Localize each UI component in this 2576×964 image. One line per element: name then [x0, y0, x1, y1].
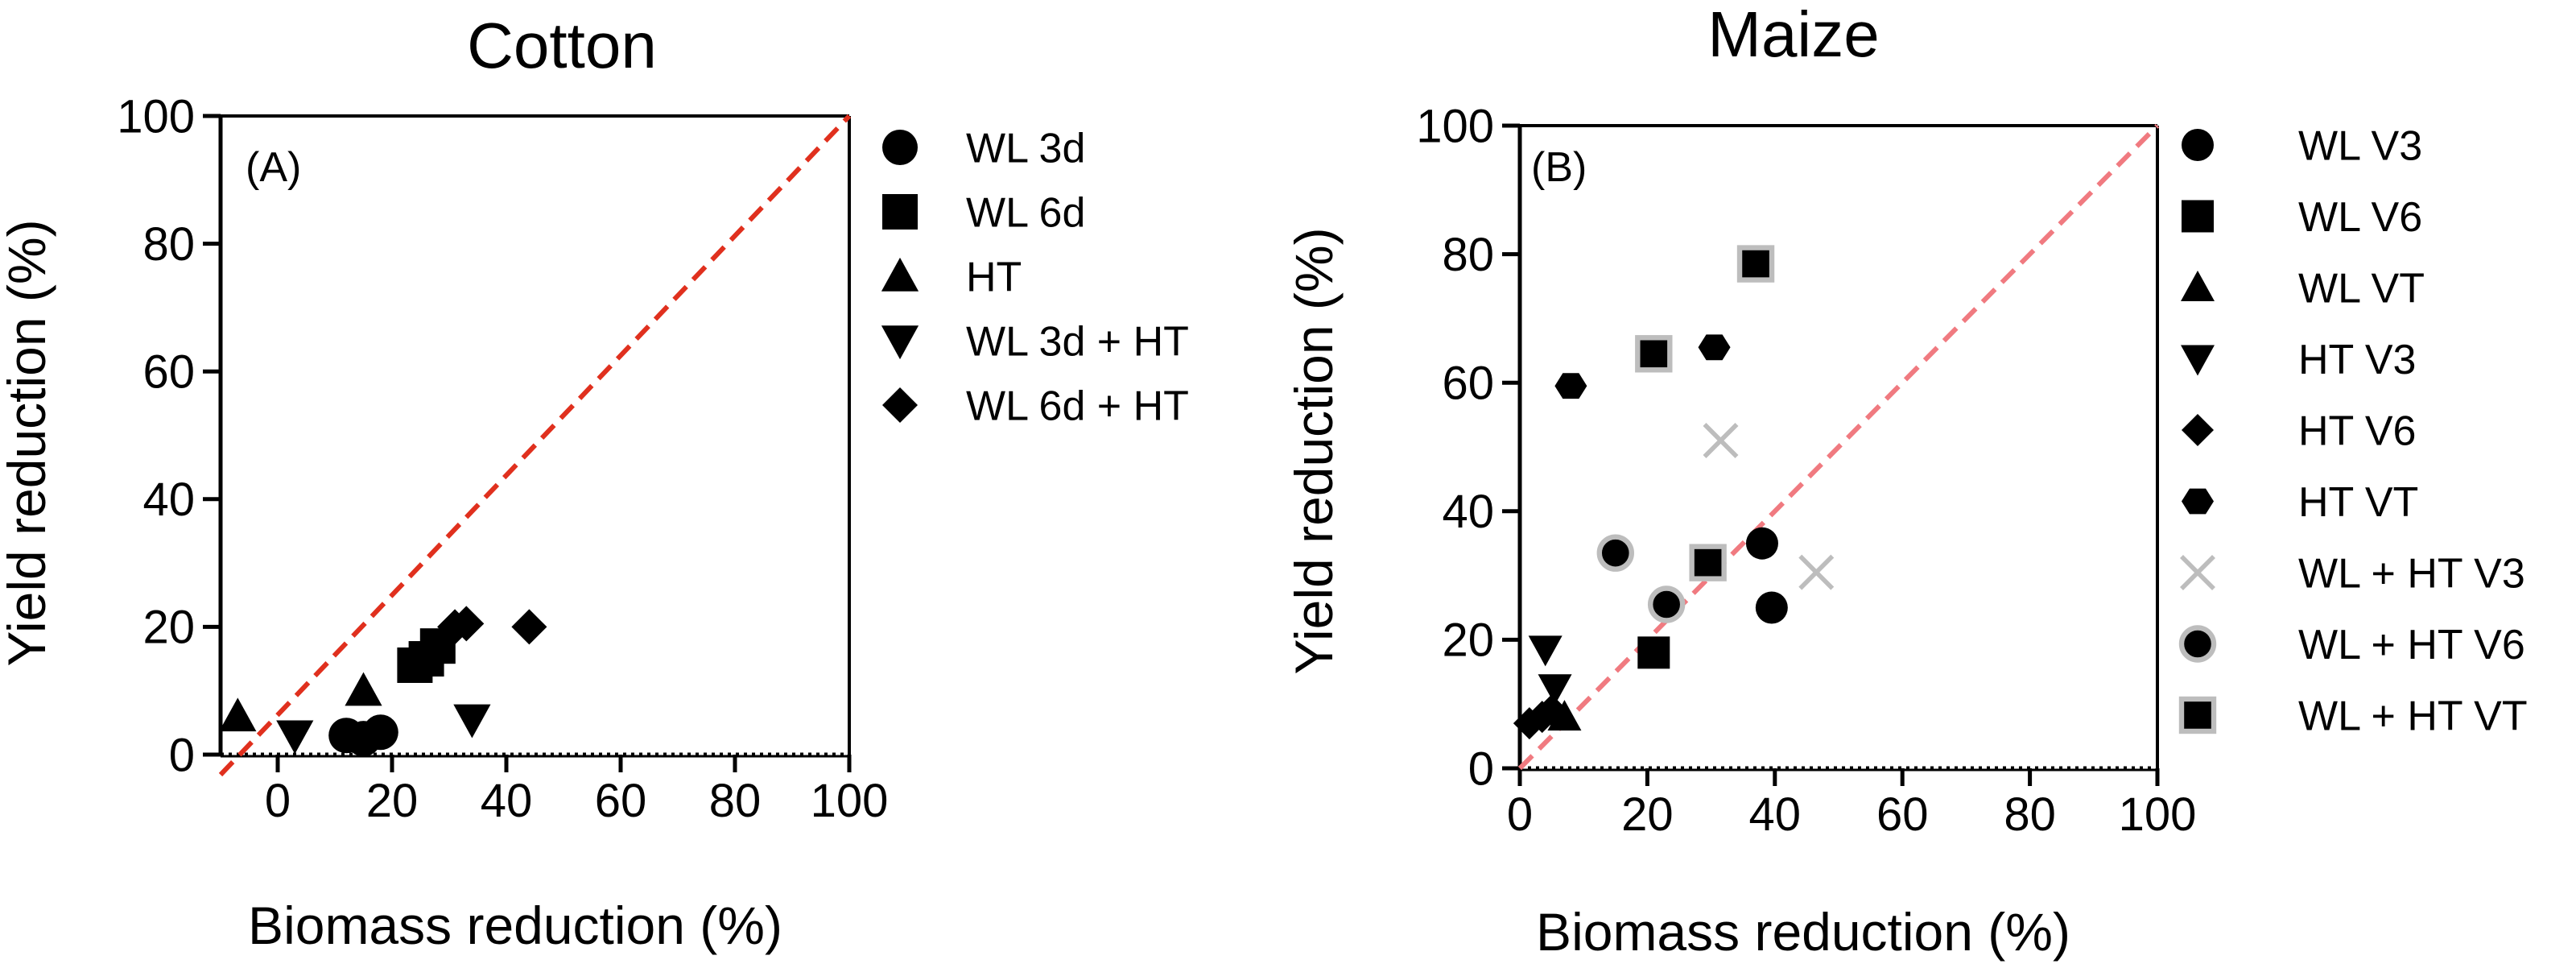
legend-label-cotton-wl-6d-ht: WL 6d + HT	[966, 383, 1189, 430]
legend-label-cotton-wl-6d: WL 6d	[966, 190, 1085, 237]
point-cotton-wl-6d-ht	[511, 609, 547, 645]
point-maize-wl-ht-v3-stroke	[1703, 423, 1739, 458]
legend-label-maize-wl-ht-v6: WL + HT V6	[2298, 622, 2525, 668]
chart-title-maize: Maize	[1707, 0, 1879, 70]
point-maize-ht-v3	[1528, 635, 1563, 667]
x-tick-label-cotton: 20	[366, 775, 419, 827]
legend-marker-cotton-wl-6d	[882, 194, 918, 230]
legend-label-maize-ht-vt: HT VT	[2298, 479, 2418, 526]
point-maize-ht-v6	[1535, 694, 1568, 727]
y-tick-label-cotton: 60	[142, 346, 195, 399]
x-tick-label-maize: 100	[2119, 788, 2197, 841]
y-tick-label-cotton: 0	[169, 729, 195, 781]
point-maize-wl-ht-vt	[1689, 544, 1727, 581]
y-tick-label-maize: 100	[1416, 100, 1494, 152]
point-maize-wl-ht-v6	[1647, 585, 1686, 623]
y-tick-label-cotton: 80	[142, 218, 195, 271]
y-axis-label-maize: Yield reduction (%)	[1284, 227, 1344, 674]
point-cotton-wl-3d	[362, 714, 398, 751]
legend-label-maize-ht-v6: HT V6	[2298, 408, 2416, 455]
x-tick-label-maize: 80	[2004, 788, 2056, 841]
legend-marker-maize-wl-ht-vt	[2178, 696, 2217, 734]
legend-marker-maize-wl-ht-v6	[2178, 625, 2217, 663]
legend-label-cotton-wl-3d-ht: WL 3d + HT	[966, 319, 1189, 366]
y-tick-label-maize: 20	[1442, 614, 1494, 667]
legend-marker-maize-wl-ht-v3-stroke	[2180, 555, 2215, 590]
y-axis-label-cotton: Yield reduction (%)	[0, 219, 56, 666]
legend-marker-cotton-wl-6d-ht	[882, 387, 918, 423]
reference-line-maize	[1517, 123, 2160, 771]
reference-line-cotton	[218, 114, 852, 777]
point-maize-wl-ht-v6	[1596, 534, 1635, 572]
legend-label-maize-wl-vt: WL VT	[2298, 266, 2425, 312]
legend-label-cotton-ht: HT	[966, 254, 1022, 301]
x-axis-label-cotton: Biomass reduction (%)	[248, 896, 782, 955]
chart-title-cotton: Cotton	[467, 10, 657, 81]
y-tick-label-cotton: 100	[117, 90, 195, 143]
y-tick-label-cotton: 40	[142, 474, 195, 526]
point-maize-ht-vt	[1554, 373, 1587, 399]
panel-label-b: (B)	[1531, 144, 1587, 191]
x-tick-label-maize: 20	[1621, 788, 1674, 841]
point-cotton-wl-3d-ht	[276, 720, 314, 755]
x-tick-label-cotton: 60	[595, 775, 647, 827]
point-maize-wl-ht-vt	[1635, 335, 1673, 373]
x-tick-label-maize: 60	[1876, 788, 1929, 841]
point-maize-wl-ht-vt	[1736, 245, 1775, 283]
point-maize-wl-v3	[1755, 591, 1788, 624]
legend-label-maize-wl-ht-v3: WL + HT V3	[2298, 551, 2525, 598]
x-tick-label-cotton: 80	[709, 775, 762, 827]
point-maize-wl-v6	[1637, 636, 1670, 669]
panel-label-a: (A)	[246, 144, 301, 191]
point-maize-wl-vt	[1547, 700, 1582, 731]
y-tick-label-maize: 60	[1442, 358, 1494, 410]
x-tick-label-maize: 40	[1749, 788, 1802, 841]
y-tick-label-maize: 0	[1468, 743, 1494, 795]
legend-marker-maize-ht-v6	[2182, 414, 2214, 446]
x-tick-label-cotton: 0	[265, 775, 291, 827]
y-tick-label-cotton: 20	[142, 602, 195, 654]
point-cotton-wl-3d-ht	[453, 704, 491, 739]
x-tick-label-cotton: 40	[481, 775, 533, 827]
point-cotton-wl-6d-ht	[448, 606, 485, 642]
point-cotton-ht	[345, 672, 382, 706]
point-maize-wl-ht-v3-stroke	[1798, 554, 1835, 590]
point-maize-ht-v3	[1538, 674, 1572, 705]
point-maize-wl-ht-v3	[1798, 554, 1835, 590]
legend-marker-maize-wl-vt	[2181, 271, 2215, 301]
point-maize-ht-vt	[1698, 334, 1731, 361]
legend-label-maize-ht-v3: HT V3	[2298, 337, 2416, 383]
panel-maize: Maize (B) Yield reduction (%) Biomass re…	[1284, 0, 2528, 962]
legend-marker-cotton-wl-3d-ht	[881, 325, 919, 360]
legend-marker-maize-wl-v6	[2182, 200, 2214, 233]
legend-marker-maize-wl-v3	[2182, 129, 2214, 161]
x-tick-label-cotton: 100	[811, 775, 889, 827]
legend-marker-cotton-wl-3d	[882, 130, 918, 165]
legend-label-maize-wl-v6: WL V6	[2298, 194, 2422, 241]
point-maize-wl-ht-v3	[1703, 423, 1739, 458]
legend-marker-cotton-ht	[881, 257, 919, 292]
x-axis-label-maize: Biomass reduction (%)	[1536, 902, 2070, 962]
x-tick-label-maize: 0	[1507, 788, 1533, 841]
legend-label-maize-wl-v3: WL V3	[2298, 123, 2422, 170]
legend-marker-maize-ht-v3	[2181, 345, 2215, 376]
y-tick-label-maize: 40	[1442, 486, 1494, 538]
legend-label-cotton-wl-3d: WL 3d	[966, 126, 1085, 172]
panel-cotton: Cotton (A) Yield reduction (%) Biomass r…	[0, 10, 1189, 955]
legend-marker-maize-wl-ht-v3	[2180, 555, 2215, 590]
y-tick-label-maize: 80	[1442, 229, 1494, 281]
legend-marker-maize-ht-vt	[2182, 488, 2214, 515]
legend-label-maize-wl-ht-vt: WL + HT VT	[2298, 693, 2528, 740]
point-cotton-ht	[219, 697, 257, 732]
point-maize-wl-v3	[1745, 527, 1778, 560]
